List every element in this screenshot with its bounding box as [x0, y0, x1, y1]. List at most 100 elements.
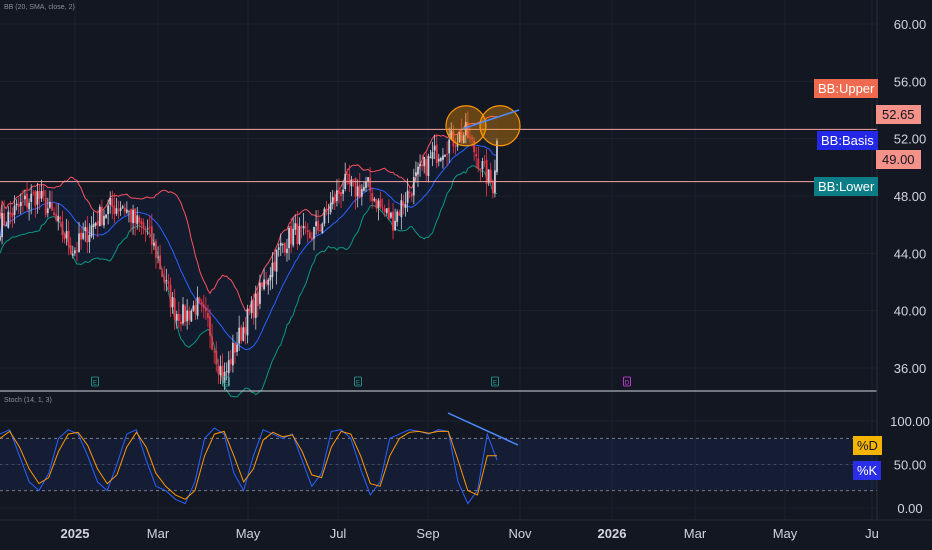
candle-body	[142, 222, 145, 229]
candle-body	[113, 205, 116, 215]
candle-body	[86, 227, 89, 243]
candle-body	[431, 151, 434, 159]
candle-body	[61, 221, 64, 236]
candle-body	[439, 157, 442, 161]
candle-body	[51, 202, 53, 211]
candle-body	[327, 213, 330, 214]
price-axis-tick: 36.00	[894, 361, 927, 376]
candle-body	[26, 193, 28, 208]
candle-body	[244, 327, 247, 334]
candle-body	[1, 213, 3, 238]
candle-body	[387, 207, 390, 220]
candle-body	[238, 327, 241, 344]
price-axis-tick: 44.00	[894, 246, 927, 261]
candle-body	[410, 193, 413, 197]
candle-body	[171, 296, 174, 308]
candle-body	[155, 240, 157, 258]
candle-body	[148, 226, 151, 228]
price-axis-tick: 52.00	[894, 132, 927, 147]
candle-body	[444, 154, 446, 157]
event-marker-box	[91, 376, 99, 387]
candle-body	[109, 197, 112, 205]
event-marker-label: E	[356, 381, 360, 387]
candle-body	[119, 208, 122, 211]
candle-body	[44, 197, 47, 215]
candle-body	[329, 203, 332, 213]
candle-body	[211, 336, 214, 350]
candle-body	[90, 225, 93, 237]
time-axis-tick: 2026	[598, 526, 627, 541]
bb-indicator-label[interactable]: BB (20, SMA, close, 2)	[4, 4, 75, 11]
candle-body	[385, 208, 388, 214]
candle-body	[225, 371, 228, 373]
time-axis[interactable]: 2025 Mar May Jul Sep Nov 2026 Mar May Ju	[61, 526, 879, 541]
candle-body	[259, 282, 261, 304]
candle-body	[175, 313, 178, 321]
candle-body	[213, 351, 216, 353]
candle-body	[57, 215, 60, 222]
candle-body	[7, 211, 10, 228]
price-grid	[0, 0, 877, 520]
candle-body	[464, 121, 467, 136]
candle-body	[188, 310, 191, 320]
candle-body	[209, 316, 211, 336]
candle-body	[24, 195, 26, 200]
candle-body	[365, 181, 367, 188]
bb-band-fill	[0, 116, 497, 397]
level-high-price-badge: 52.65	[876, 105, 921, 124]
candle-body	[460, 131, 463, 142]
candle-body	[67, 230, 70, 247]
candle-body	[229, 358, 232, 365]
candle-body	[487, 169, 490, 183]
candle-body	[296, 223, 299, 245]
stoch-trendline-line	[447, 412, 519, 446]
candle-body	[402, 201, 405, 207]
candle-body	[59, 217, 62, 220]
event-marker-label: E	[224, 381, 228, 387]
candle-body	[40, 191, 43, 199]
candle-body	[196, 297, 199, 316]
candle-body	[76, 250, 78, 251]
candle-body	[173, 298, 176, 320]
candle-body	[427, 155, 430, 177]
candle-body	[392, 211, 394, 231]
stoch-k-badge: %K	[853, 461, 882, 480]
candle-body	[65, 231, 68, 239]
candle-body	[473, 140, 476, 153]
price-axis-tick: 56.00	[894, 74, 927, 89]
candle-body	[71, 253, 74, 256]
candle-body	[323, 208, 326, 224]
candle-body	[236, 344, 238, 352]
time-axis-tick: Mar	[684, 526, 707, 541]
candle-body	[300, 227, 303, 229]
candle-body	[107, 205, 110, 215]
event-marker-label: E	[493, 381, 497, 387]
candle-body	[448, 139, 451, 154]
candle-body	[394, 220, 397, 231]
candle-body	[277, 247, 280, 250]
stoch-axis[interactable]: 100.00 50.00 0.00	[890, 414, 930, 516]
candle-body	[246, 308, 249, 336]
candle-body	[207, 312, 209, 318]
candle-body	[400, 200, 403, 218]
price-axis-tick: 48.00	[894, 189, 927, 204]
price-axis[interactable]: 60.00 56.00 52.00 48.00 44.00 40.00 36.00	[894, 17, 927, 376]
candle-body	[458, 132, 461, 143]
candle-body	[165, 280, 168, 282]
candle-body	[350, 179, 353, 187]
candle-body	[254, 293, 257, 318]
time-axis-tick: Sep	[416, 526, 439, 541]
stoch-k-line	[0, 427, 498, 505]
candle-body	[9, 212, 12, 215]
candle-body	[232, 342, 234, 366]
candle-body	[302, 225, 305, 229]
candle-body	[390, 212, 392, 218]
candle-body	[182, 304, 184, 324]
stoch-indicator-label[interactable]: Stoch (14, 1, 3)	[4, 397, 52, 404]
time-axis-tick: May	[236, 526, 261, 541]
candle-body	[103, 215, 105, 226]
candle-body	[340, 192, 342, 196]
candle-body	[219, 366, 222, 376]
candle-body	[435, 144, 438, 164]
